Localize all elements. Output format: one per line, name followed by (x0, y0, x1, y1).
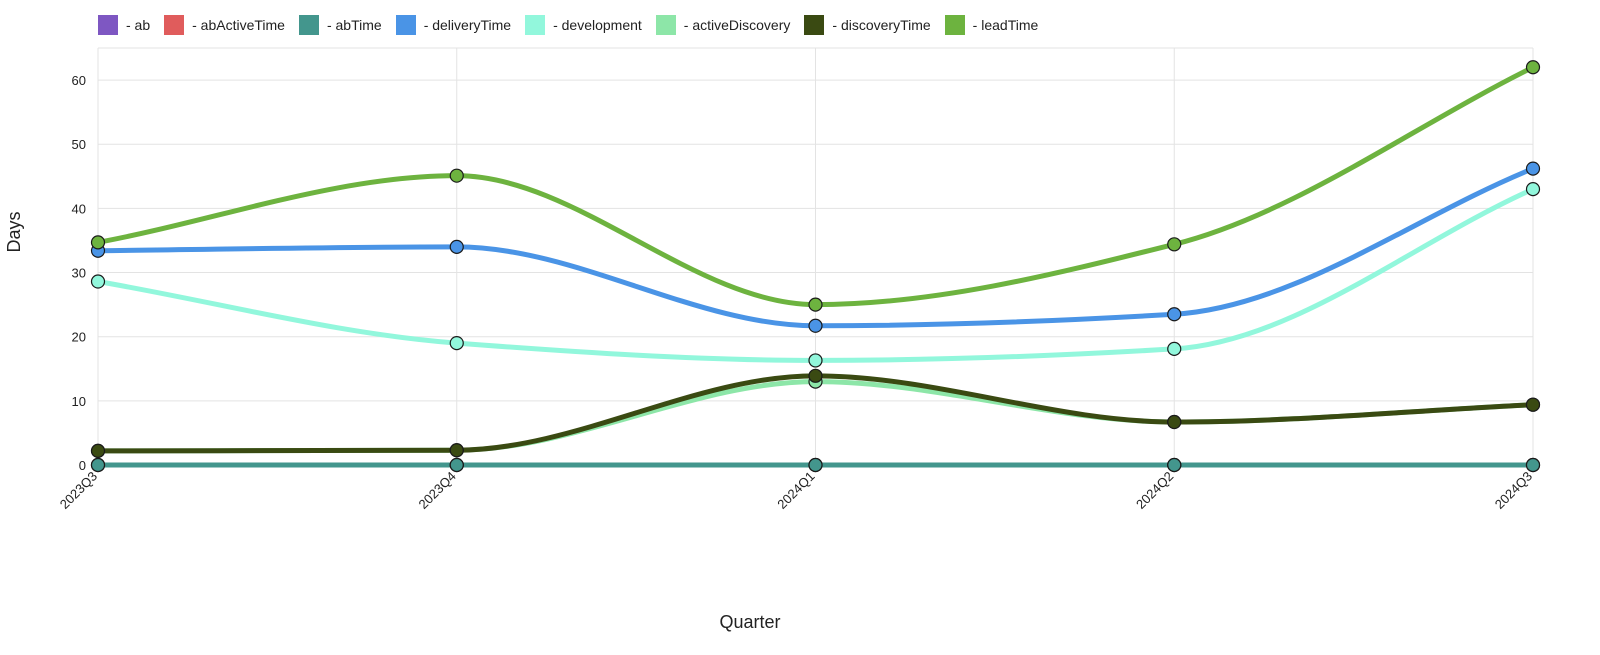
data-point-ab-time[interactable] (90, 457, 106, 473)
legend-label: - activeDiscovery (683, 17, 791, 33)
data-point-ab-time[interactable] (449, 457, 464, 473)
series-points (90, 60, 1541, 473)
data-point-delivery-time[interactable] (449, 239, 464, 254)
y-axis-title: Days (4, 211, 24, 252)
legend-item-delivery-time[interactable]: - deliveryTime (395, 15, 512, 35)
grid-lines (97, 47, 1534, 466)
legend-item-ab-active-time[interactable]: - abActiveTime (164, 15, 285, 35)
data-point-ab-time[interactable] (1167, 457, 1182, 473)
legend-label: - discoveryTime (832, 17, 931, 33)
data-point-lead-time[interactable] (1525, 60, 1541, 75)
y-tick-label: 30 (72, 266, 86, 281)
data-point-delivery-time[interactable] (1167, 307, 1182, 322)
x-tick-label: 2023Q3 (57, 469, 100, 512)
data-point-lead-time[interactable] (449, 168, 464, 183)
legend-swatch (804, 15, 825, 35)
legend-item-discovery-time[interactable]: - discoveryTime (804, 15, 931, 35)
x-tick-label: 2024Q2 (1133, 469, 1176, 512)
x-axis-ticks: 2023Q3 2023Q4 2024Q1 2024Q2 2024Q3 (57, 469, 1535, 512)
legend-label: - abTime (326, 17, 382, 33)
legend-swatch (298, 15, 319, 35)
y-tick-label: 20 (72, 330, 86, 345)
legend-item-ab[interactable]: - ab (98, 15, 150, 35)
legend-swatch (655, 15, 676, 35)
legend-swatch (944, 15, 965, 35)
x-tick-label: 2023Q4 (416, 469, 459, 512)
y-axis-ticks: 0 10 20 30 40 50 60 (72, 73, 86, 473)
data-point-lead-time[interactable] (90, 235, 106, 250)
data-point-discovery-time[interactable] (1167, 414, 1182, 430)
legend-label: - abActiveTime (192, 17, 285, 33)
legend-label: - leadTime (972, 17, 1039, 33)
data-point-ab-time[interactable] (808, 457, 823, 473)
data-point-development[interactable] (1167, 341, 1182, 356)
legend-label: - ab (126, 17, 151, 33)
data-point-lead-time[interactable] (1167, 237, 1182, 252)
data-point-discovery-time[interactable] (90, 443, 106, 458)
legend-swatch (98, 15, 118, 35)
y-tick-label: 40 (72, 201, 86, 216)
y-tick-label: 50 (72, 137, 86, 152)
legend-item-lead-time[interactable]: - leadTime (944, 15, 1039, 35)
legend-swatch (164, 15, 185, 35)
data-point-lead-time[interactable] (808, 297, 823, 312)
x-axis-title: Quarter (719, 612, 780, 632)
legend-swatch (525, 15, 546, 35)
data-point-development[interactable] (808, 353, 823, 368)
y-tick-label: 60 (72, 73, 86, 88)
legend-label: - deliveryTime (423, 17, 512, 33)
legend-item-ab-time[interactable]: - abTime (298, 15, 382, 35)
chart-legend: - ab - abActiveTime - abTime - deliveryTime… (98, 15, 1052, 35)
legend-item-development[interactable]: - development (525, 15, 642, 35)
data-point-discovery-time[interactable] (449, 443, 464, 458)
y-tick-label: 0 (79, 458, 86, 473)
data-point-delivery-time[interactable] (808, 318, 823, 333)
data-point-development[interactable] (90, 274, 106, 289)
data-point-discovery-time[interactable] (808, 368, 823, 383)
data-point-delivery-time[interactable] (1525, 161, 1541, 176)
data-point-development[interactable] (449, 336, 464, 351)
data-point-ab-time[interactable] (1525, 457, 1541, 473)
y-tick-label: 10 (72, 394, 86, 409)
data-point-discovery-time[interactable] (1525, 397, 1541, 412)
legend-label: - development (553, 17, 642, 33)
x-tick-label: 2024Q3 (1492, 469, 1535, 512)
legend-item-active-discovery[interactable]: - activeDiscovery (655, 15, 791, 35)
data-point-development[interactable] (1525, 182, 1541, 197)
legend-swatch (395, 15, 416, 35)
x-tick-label: 2024Q1 (774, 469, 817, 512)
